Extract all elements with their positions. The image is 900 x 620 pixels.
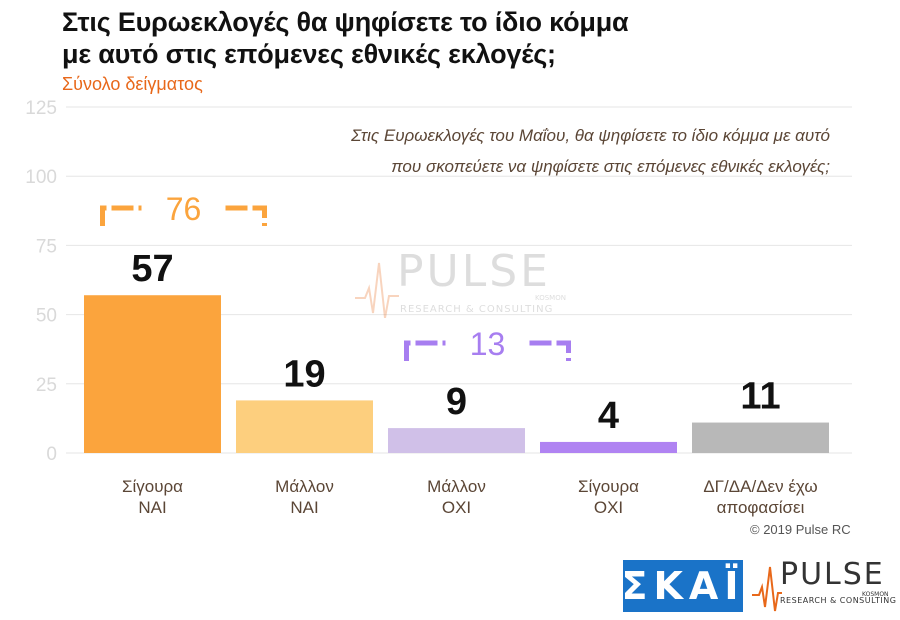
y-tick-label: 100 (25, 167, 57, 188)
watermark-sub: RESEARCH & CONSULTING (400, 304, 554, 315)
pulse-watermark: PULSE KOSMON RESEARCH & CONSULTING (355, 246, 575, 320)
bar-data-label: 57 (131, 248, 173, 290)
y-tick-label: 75 (36, 236, 57, 257)
y-tick-label: 50 (36, 306, 57, 327)
bar-data-label: 11 (740, 376, 780, 418)
y-tick-label: 25 (36, 375, 57, 396)
survey-question-line1: Στις Ευρωεκλογές του Μαΐου, θα ψηφίσετε … (351, 126, 830, 145)
bar (540, 441, 677, 453)
pulse-logo-sub: RESEARCH & CONSULTING (780, 596, 897, 605)
bar (692, 422, 829, 453)
x-category-label: Σίγουρα (122, 477, 183, 496)
x-category-label: Σίγουρα (578, 477, 639, 496)
x-category-label: Μάλλον (275, 477, 334, 496)
watermark-word: PULSE (397, 246, 551, 297)
bracket-total-label: 76 (166, 191, 202, 227)
copyright-text: © 2019 Pulse RC (750, 522, 851, 537)
pulse-logo-kosmon: KOSMON (862, 591, 889, 598)
survey-question-line2: που σκοπεύετε να ψηφίσετε στις επόμενες … (391, 157, 830, 176)
bar-data-label: 9 (446, 381, 467, 423)
bar-data-label: 4 (598, 395, 619, 437)
pulse-logo-word: PULSE (780, 557, 885, 592)
pulse-wave-icon (752, 566, 782, 612)
survey-question: Στις Ευρωεκλογές του Μαΐου, θα ψηφίσετε … (250, 120, 830, 182)
x-category-label: ΟΧΙ (442, 498, 471, 517)
chart-title: Στις Ευρωεκλογές θα ψηφίσετε το ίδιο κόμ… (62, 6, 822, 70)
x-category-label: ΔΓ/ΔΑ/Δεν έχω (703, 477, 817, 496)
chart-title-line2: με αυτό στις επόμενες εθνικές εκλογές; (62, 39, 556, 69)
chart-title-line1: Στις Ευρωεκλογές θα ψηφίσετε το ίδιο κόμ… (62, 7, 629, 37)
y-tick-label: 125 (25, 98, 57, 119)
x-category-label: Μάλλον (427, 477, 486, 496)
bracket-right (225, 205, 267, 226)
bracket-right (529, 340, 571, 361)
chart-subtitle: Σύνολο δείγματος (62, 74, 203, 94)
x-category-label: ΝΑΙ (138, 498, 166, 517)
bar (388, 428, 525, 453)
pulse-wave-icon (355, 262, 399, 318)
pulse-logo: PULSE KOSMON RESEARCH & CONSULTING (752, 557, 896, 613)
bracket-left (404, 340, 446, 361)
bar (236, 400, 373, 453)
skai-logo: ΣΚΑΪ (622, 560, 743, 612)
y-tick-label: 0 (46, 444, 57, 465)
bar-data-label: 19 (283, 353, 325, 395)
x-category-label: ΝΑΙ (290, 498, 318, 517)
watermark-kosmon: KOSMON (535, 294, 566, 302)
bracket-left (100, 205, 142, 226)
bar-chart: 0 25 50 75 100 125 57 Σίγουρα ΝΑΙ 19 Μάλλον ΝΑΙ 9 Μάλ… (25, 98, 852, 517)
x-category-label: αποφασίσει (717, 498, 805, 517)
x-category-label: ΟΧΙ (594, 498, 623, 517)
bar (84, 295, 221, 453)
bracket-total-label: 13 (470, 326, 506, 362)
